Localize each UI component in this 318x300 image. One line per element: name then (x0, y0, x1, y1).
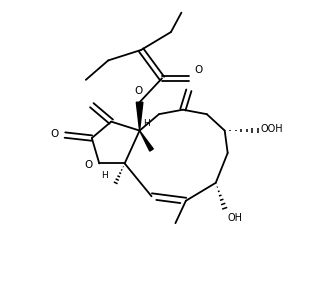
Text: O: O (85, 160, 93, 170)
Text: O: O (134, 86, 142, 96)
Polygon shape (140, 130, 153, 151)
Polygon shape (136, 102, 143, 130)
Text: H: H (101, 171, 108, 180)
Text: O: O (194, 65, 203, 75)
Text: O: O (50, 129, 59, 139)
Text: OOH: OOH (260, 124, 283, 134)
Text: OH: OH (228, 213, 243, 223)
Text: H: H (143, 119, 150, 128)
